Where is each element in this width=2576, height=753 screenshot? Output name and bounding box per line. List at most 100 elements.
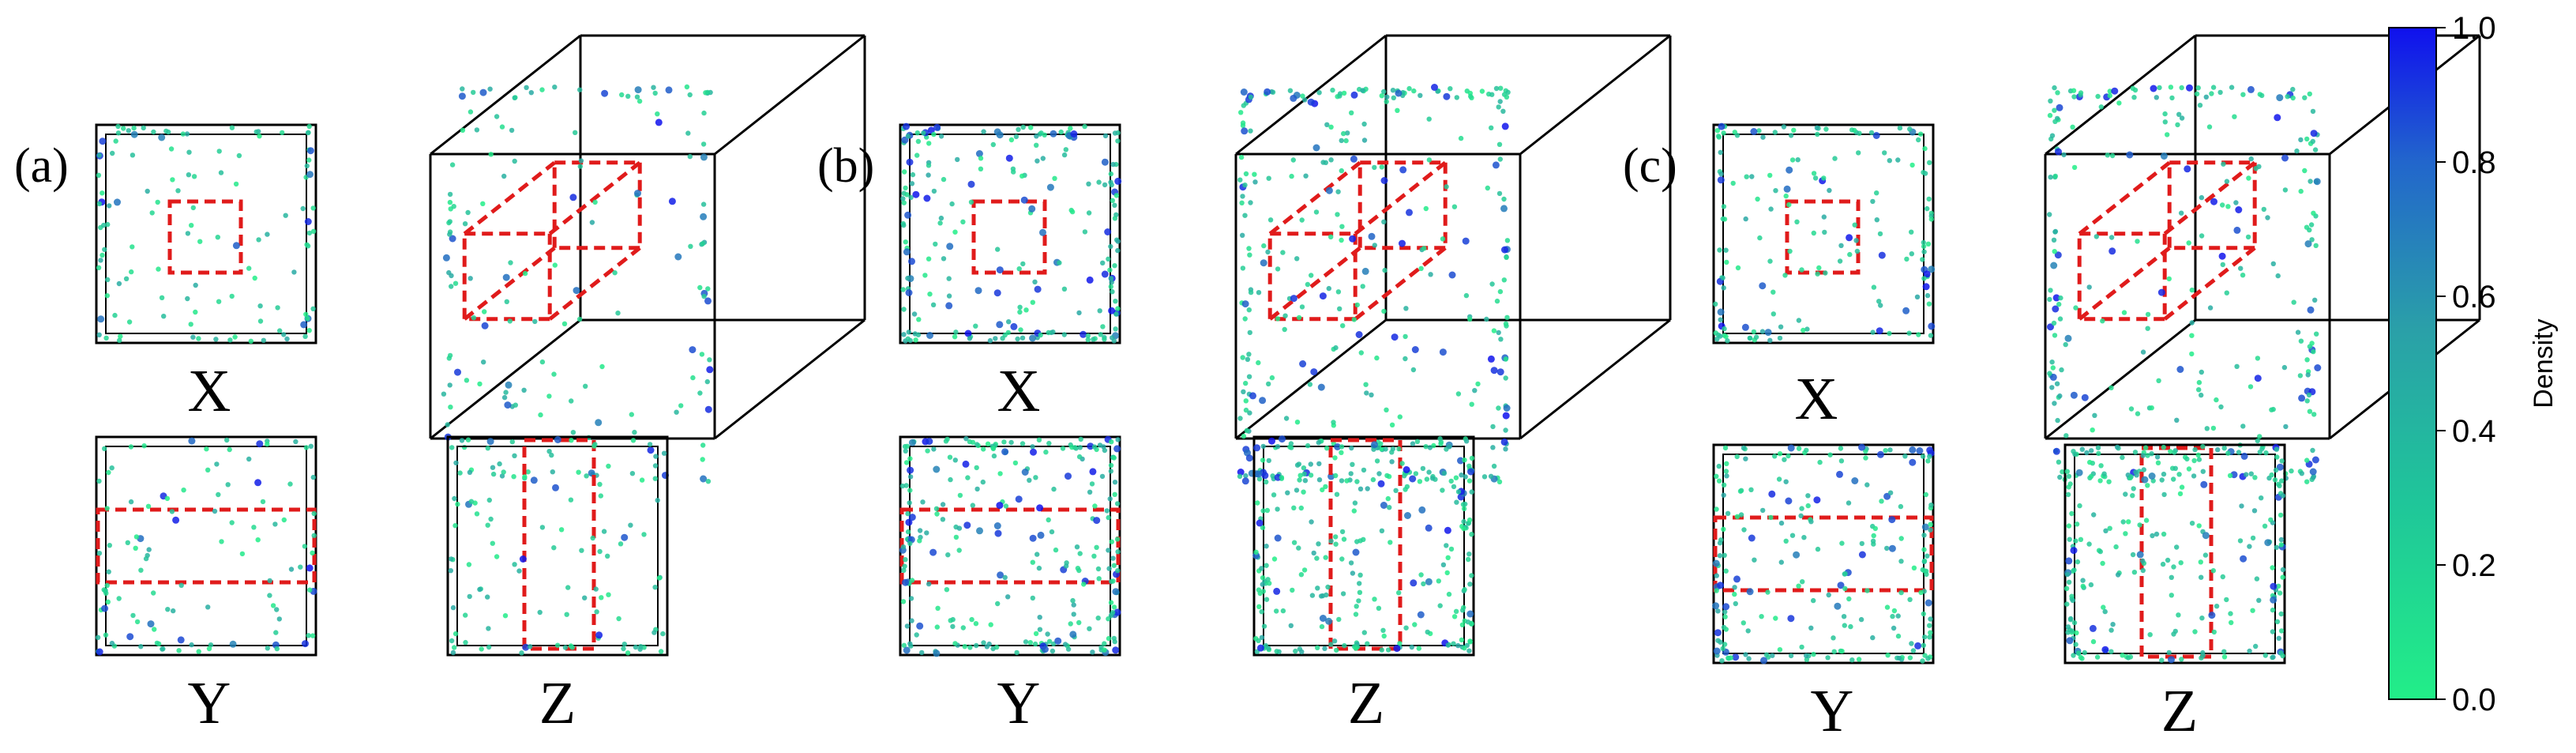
density-point — [1767, 172, 1773, 179]
density-point — [512, 95, 517, 101]
density-point — [2166, 649, 2172, 656]
density-point — [1504, 314, 1510, 320]
density-point — [1466, 517, 1473, 523]
density-point — [1466, 610, 1474, 618]
density-point — [306, 147, 314, 155]
density-point — [1403, 306, 1409, 311]
density-point — [962, 460, 970, 468]
density-point — [1437, 436, 1443, 442]
density-point — [1834, 602, 1842, 610]
density-point — [519, 555, 527, 563]
density-point — [1260, 443, 1266, 450]
density-point — [1335, 289, 1342, 295]
density-point — [1275, 316, 1281, 322]
density-point — [2070, 547, 2078, 555]
density-point — [193, 282, 198, 288]
density-point — [1916, 447, 1924, 454]
density-point — [1050, 329, 1056, 335]
colorbar-tick-label: 0.4 — [2452, 414, 2496, 449]
density-point — [1350, 461, 1355, 467]
density-point — [501, 173, 507, 179]
density-point — [1310, 368, 1318, 376]
density-point — [521, 387, 527, 393]
density-point — [1500, 438, 1508, 446]
density-point — [952, 641, 958, 646]
density-point — [1001, 439, 1007, 445]
density-point — [1243, 473, 1249, 479]
density-point — [1331, 638, 1338, 644]
density-point — [1052, 175, 1057, 181]
density-point — [1351, 508, 1357, 514]
density-point — [2235, 206, 2243, 213]
density-point — [2049, 360, 2055, 365]
density-point — [1723, 568, 1729, 574]
density-point — [1921, 533, 1927, 538]
density-point — [193, 309, 198, 315]
density-point — [1412, 622, 1418, 627]
density-point — [1463, 292, 1470, 299]
density-point — [95, 634, 101, 640]
panel-c: (c) X Y Z — [1623, 34, 2481, 744]
density-point — [1361, 121, 1367, 127]
density-point — [1376, 471, 1382, 476]
density-point — [1111, 563, 1117, 568]
density-point — [1324, 592, 1329, 598]
highlight-box — [1713, 515, 1934, 593]
density-point — [909, 578, 915, 583]
density-point — [1242, 183, 1248, 188]
density-point — [2160, 152, 2168, 160]
density-point — [901, 567, 907, 573]
density-point — [519, 650, 524, 656]
density-point — [1358, 350, 1365, 356]
density-point — [1756, 128, 1762, 134]
density-point — [1076, 619, 1082, 626]
density-point — [562, 645, 569, 650]
density-point — [1110, 198, 1116, 203]
density-point — [1501, 277, 1508, 283]
density-point — [2252, 475, 2258, 480]
density-point — [468, 276, 473, 281]
density-point — [658, 649, 664, 654]
density-point — [482, 309, 487, 314]
density-point — [1851, 477, 1859, 484]
density-point — [1030, 299, 1036, 305]
view-z-c: Z — [2063, 443, 2286, 744]
density-point — [191, 174, 197, 179]
density-point — [2078, 537, 2084, 542]
density-point — [588, 469, 595, 477]
density-point — [1746, 588, 1754, 596]
density-point — [1340, 323, 1346, 329]
density-point — [629, 471, 636, 476]
density-point — [1927, 160, 1932, 165]
density-point — [218, 170, 224, 175]
density-point — [2298, 188, 2304, 194]
density-point — [1921, 642, 1926, 648]
density-point — [1342, 642, 1347, 649]
density-point — [2290, 95, 2296, 101]
density-point — [564, 612, 569, 617]
density-point — [1928, 521, 1933, 527]
density-point — [2192, 446, 2198, 453]
density-point — [1264, 507, 1271, 514]
density-point — [1448, 271, 1456, 279]
density-point — [273, 630, 279, 635]
highlight-box-edge — [548, 160, 641, 235]
density-point — [904, 623, 911, 629]
density-point — [1485, 185, 1491, 191]
density-point — [705, 479, 712, 484]
density-point — [2240, 92, 2246, 97]
density-point — [908, 194, 914, 201]
density-point — [2137, 522, 2142, 528]
density-point — [2052, 447, 2060, 455]
density-point — [300, 205, 306, 212]
density-point — [1108, 276, 1114, 281]
density-point — [1921, 547, 1927, 552]
density-point — [1722, 642, 1728, 647]
density-point — [595, 631, 603, 639]
density-point — [1448, 546, 1455, 552]
density-point — [2305, 372, 2311, 378]
density-point — [700, 475, 708, 483]
density-point — [2203, 94, 2209, 100]
density-point — [1296, 314, 1302, 321]
density-point — [700, 201, 707, 207]
